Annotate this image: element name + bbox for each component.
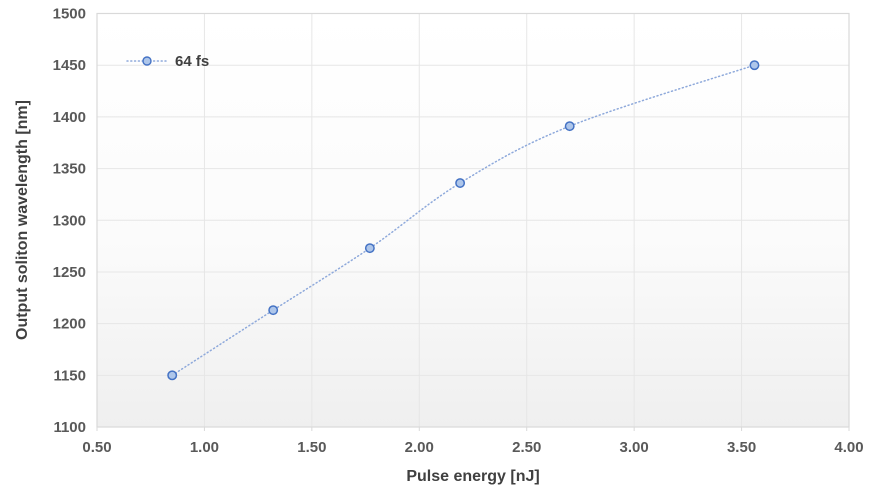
data-point (455, 178, 466, 188)
y-tick-label: 1200 (53, 316, 86, 333)
data-point (564, 121, 575, 132)
legend-marker-icon (126, 56, 168, 66)
data-point (749, 60, 760, 71)
data-point (364, 243, 375, 254)
x-tick-label: 3.50 (727, 439, 756, 456)
y-tick-label: 1350 (53, 161, 86, 178)
plot-border (96, 12, 850, 428)
y-tick-label: 1100 (53, 419, 86, 436)
x-tick-label: 1.00 (190, 439, 219, 456)
x-tick-label: 4.00 (834, 439, 863, 456)
y-axis-title: Output soliton wavelength [nm] (14, 100, 31, 340)
data-point (268, 305, 279, 316)
x-axis-title: Pulse energy [nJ] (406, 468, 540, 485)
x-tick-label: 2.00 (405, 439, 434, 456)
data-point (167, 370, 178, 381)
legend-label: 64 fs (175, 52, 210, 70)
y-tick-label: 1450 (53, 57, 86, 74)
x-tick-label: 2.50 (512, 439, 541, 456)
series-line (171, 64, 756, 377)
legend-marker (142, 56, 152, 66)
y-tick-label: 1300 (53, 212, 86, 229)
x-tick-label: 1.50 (297, 439, 326, 456)
legend: 64 fs (126, 52, 210, 70)
y-tick-label: 1150 (53, 367, 86, 384)
y-tick-label: 1500 (53, 6, 86, 23)
x-tick-label: 3.00 (620, 439, 649, 456)
y-tick-label: 1400 (53, 109, 86, 126)
x-tick-label: 0.50 (82, 439, 111, 456)
y-tick-label: 1250 (53, 264, 86, 281)
